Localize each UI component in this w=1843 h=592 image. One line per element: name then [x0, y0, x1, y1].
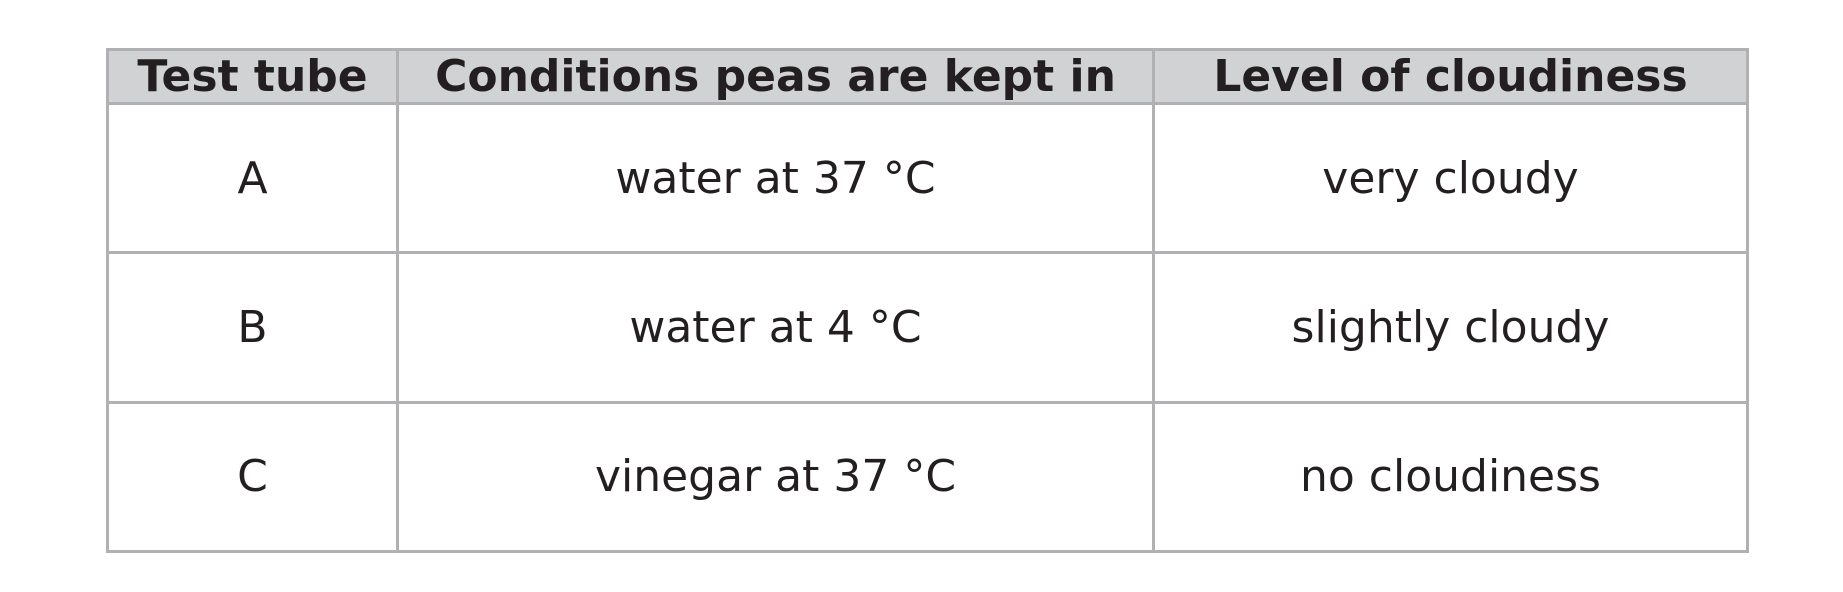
table-header: Test tube Conditions peas are kept in Leve…: [106, 48, 1749, 105]
header-row: Test tube Conditions peas are kept in Leve…: [106, 48, 1749, 105]
table-cell: very cloudy: [1152, 101, 1749, 255]
table-cell: C: [106, 400, 399, 554]
table-cell: water at 4 °C: [396, 251, 1155, 404]
header-cell: Level of cloudiness: [1152, 48, 1749, 105]
table-cell: no cloudiness: [1152, 400, 1749, 554]
table-cell: vinegar at 37 °C: [396, 400, 1155, 554]
table-cell: water at 37 °C: [396, 101, 1155, 255]
table-cell: A: [106, 101, 399, 255]
header-cell: Conditions peas are kept in: [396, 48, 1155, 105]
table-cell: B: [106, 251, 399, 404]
data-table: Test tube Conditions peas are kept in Leve…: [106, 48, 1749, 554]
header-cell: Test tube: [106, 48, 399, 105]
table-cell: slightly cloudy: [1152, 251, 1749, 404]
